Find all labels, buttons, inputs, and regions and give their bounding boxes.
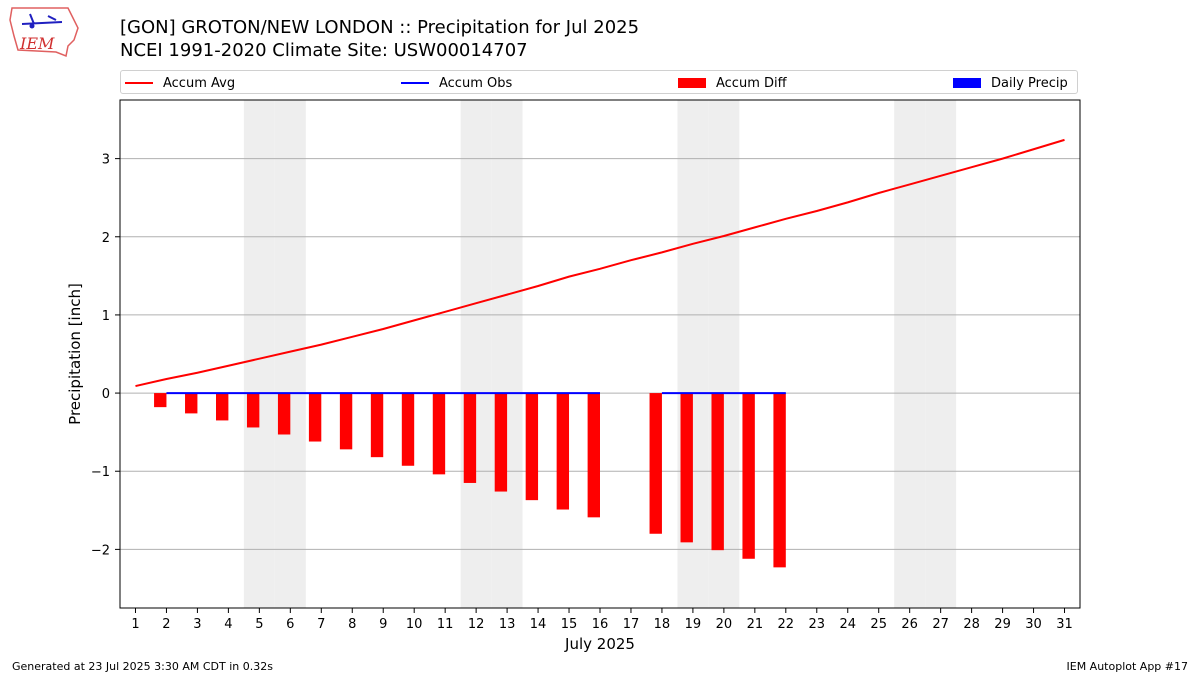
x-tick-label-5: 5 <box>255 617 263 632</box>
x-tick-label-17: 17 <box>623 617 640 632</box>
legend-swatch-daily-precip <box>953 78 981 88</box>
weekend-band-26 <box>894 100 926 608</box>
x-tick-label-9: 9 <box>379 617 387 632</box>
accum-diff-bar-day-14 <box>525 393 539 501</box>
svg-text:IEM: IEM <box>19 34 55 53</box>
accum-diff-bar-day-3 <box>185 393 198 414</box>
accum-diff-bar-day-6 <box>277 393 291 435</box>
legend-label-daily-precip: Daily Precip <box>991 75 1068 91</box>
y-axis-label: Precipitation [inch] <box>66 283 84 425</box>
x-tick-label-26: 26 <box>901 617 918 632</box>
accum-avg-polyline <box>135 138 1065 388</box>
x-tick-label-21: 21 <box>747 617 764 632</box>
x-axis-label: July 2025 <box>564 635 635 653</box>
x-tick-label-28: 28 <box>963 617 980 632</box>
x-tick-label-30: 30 <box>1025 617 1042 632</box>
accum-avg-line <box>135 138 1065 388</box>
legend-item-accum-diff: Accum Diff <box>678 74 787 92</box>
x-tick-label-6: 6 <box>286 617 294 632</box>
x-tick-label-15: 15 <box>561 617 578 632</box>
accum-diff-bar-day-19 <box>680 393 693 543</box>
weekend-band-13 <box>491 100 523 608</box>
x-tick-label-10: 10 <box>406 617 423 632</box>
x-tick-label-31: 31 <box>1056 617 1073 632</box>
accum-diff-bar-day-4 <box>216 393 229 421</box>
y-tick-label--2: −2 <box>91 543 110 558</box>
x-tick-label-16: 16 <box>592 617 609 632</box>
accum-diff-bar-day-7 <box>308 393 322 442</box>
y-axis-ticks: −2 −1 0 1 2 3 <box>91 153 120 558</box>
y-tick-label-2: 2 <box>102 231 110 246</box>
accum-diff-bar-day-13 <box>494 393 508 492</box>
y-tick-label--1: −1 <box>91 465 110 480</box>
legend-swatch-accum-obs <box>401 82 429 84</box>
x-tick-label-3: 3 <box>193 617 201 632</box>
x-tick-label-8: 8 <box>348 617 356 632</box>
footer-app: IEM Autoplot App #17 <box>1066 660 1189 673</box>
x-tick-label-14: 14 <box>530 617 547 632</box>
legend-swatch-accum-diff <box>678 78 706 88</box>
x-tick-label-11: 11 <box>437 617 454 632</box>
y-tick-label-1: 1 <box>102 309 110 324</box>
x-tick-label-24: 24 <box>839 617 856 632</box>
accum-diff-bars <box>154 393 786 568</box>
accum-diff-bar-day-21 <box>742 393 755 559</box>
x-tick-label-2: 2 <box>162 617 170 632</box>
accum-diff-bar-day-11 <box>432 393 446 475</box>
chart-title: [GON] GROTON/NEW LONDON :: Precipitation… <box>120 17 640 38</box>
accum-diff-bar-day-16 <box>587 393 600 518</box>
y-tick-label-3: 3 <box>102 153 110 168</box>
y-tick-label-0: 0 <box>102 387 110 402</box>
x-tick-label-20: 20 <box>716 617 733 632</box>
legend-label-accum-obs: Accum Obs <box>439 75 513 91</box>
x-tick-label-22: 22 <box>778 617 795 632</box>
accum-diff-bar-day-10 <box>401 393 415 466</box>
accum-diff-bar-day-5 <box>246 393 260 428</box>
x-tick-label-19: 19 <box>685 617 702 632</box>
accum-diff-bar-day-15 <box>556 393 570 510</box>
weekend-band-12 <box>460 100 492 608</box>
weekend-shading <box>243 100 957 608</box>
accum-diff-bar-day-9 <box>370 393 384 458</box>
x-tick-label-4: 4 <box>224 617 232 632</box>
accum-diff-bar-day-20 <box>711 393 724 551</box>
x-tick-label-18: 18 <box>654 617 671 632</box>
x-tick-label-13: 13 <box>499 617 516 632</box>
accum-diff-bar-day-12 <box>463 393 477 483</box>
footer-generated: Generated at 23 Jul 2025 3:30 AM CDT in … <box>12 660 273 673</box>
legend-swatch-accum-avg <box>125 82 153 84</box>
legend-item-accum-avg: Accum Avg <box>125 74 235 92</box>
x-tick-label-12: 12 <box>468 617 485 632</box>
x-tick-label-29: 29 <box>994 617 1011 632</box>
legend: Accum Avg Accum Obs Accum Diff Daily Pre… <box>120 70 1078 94</box>
accum-diff-bar-day-18 <box>649 393 662 534</box>
weekend-band-5 <box>243 100 275 608</box>
accum-diff-bar-day-8 <box>339 393 353 450</box>
x-tick-label-23: 23 <box>809 617 826 632</box>
accum-diff-bar-day-22 <box>773 393 786 568</box>
x-axis-ticks: 1 2 3 4 5 6 7 8 9 10 11 12 13 14 15 16 17 18 19 20 21 22 23 24 2… <box>131 608 1073 632</box>
iem-logo: IEM <box>8 6 82 58</box>
legend-item-accum-obs: Accum Obs <box>401 74 512 92</box>
chart-subtitle: NCEI 1991-2020 Climate Site: USW00014707 <box>120 40 528 61</box>
x-tick-label-25: 25 <box>870 617 887 632</box>
x-tick-label-1: 1 <box>131 617 139 632</box>
legend-label-accum-diff: Accum Diff <box>716 75 787 91</box>
legend-label-accum-avg: Accum Avg <box>163 75 236 91</box>
accum-diff-bar-day-2 <box>154 393 167 408</box>
x-tick-label-27: 27 <box>932 617 949 632</box>
legend-item-daily-precip: Daily Precip <box>953 74 1068 92</box>
weekend-band-27 <box>925 100 957 608</box>
x-tick-label-7: 7 <box>317 617 325 632</box>
